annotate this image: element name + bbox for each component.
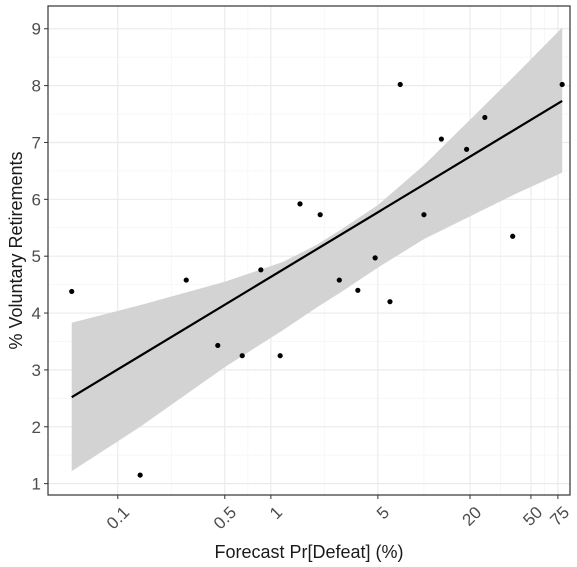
data-point (397, 81, 403, 88)
data-point (510, 233, 516, 239)
y-axis-title: % Voluntary Retirements (6, 151, 26, 349)
data-point (438, 136, 444, 142)
y-tick-label: 8 (32, 77, 41, 96)
y-tick-label: 2 (32, 418, 41, 437)
data-point (482, 114, 488, 121)
data-point (317, 212, 323, 218)
x-axis-title: Forecast Pr[Defeat] (%) (214, 542, 403, 562)
data-point (355, 287, 361, 293)
data-point (183, 277, 189, 283)
data-point (421, 212, 427, 218)
x-tick-label: 1 (266, 503, 286, 523)
y-tick-label: 7 (32, 133, 41, 152)
data-point (69, 288, 75, 295)
data-point (297, 201, 303, 207)
data-point (372, 255, 378, 261)
regression-line (71, 100, 563, 399)
data-point (336, 277, 342, 283)
grid-lines (48, 6, 570, 495)
y-tick-label: 4 (32, 304, 41, 323)
y-axis: 1 2 3 4 5 6 7 8 9 (32, 20, 48, 494)
x-tick-label: 0.5 (210, 503, 240, 533)
data-point (277, 353, 283, 359)
data-point (559, 81, 565, 88)
x-tick-label: 20 (459, 503, 486, 530)
data-point (137, 472, 143, 478)
data-point (464, 146, 470, 152)
y-tick-label: 3 (32, 361, 41, 380)
x-tick-label: 5 (373, 503, 393, 523)
x-tick-label: 0.1 (103, 503, 133, 533)
data-point (215, 342, 221, 349)
y-tick-label: 5 (32, 247, 41, 266)
data-points (69, 81, 565, 478)
data-point (239, 353, 245, 359)
y-tick-label: 9 (32, 20, 41, 39)
y-tick-label: 6 (32, 190, 41, 209)
x-tick-label: 75 (546, 503, 573, 530)
panel-border (47, 5, 571, 496)
x-tick-label: 50 (519, 503, 546, 530)
data-point (387, 299, 393, 305)
x-axis: 0.1 0.5 1 5 20 50 75 (103, 495, 573, 533)
y-tick-label: 1 (32, 475, 41, 494)
data-point (258, 267, 264, 273)
